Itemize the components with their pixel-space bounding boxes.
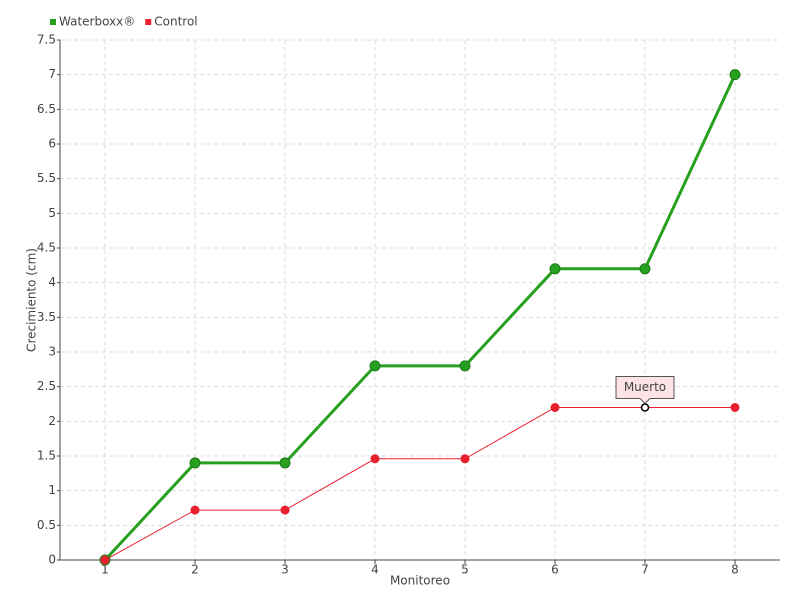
x-tick-label: 4 (371, 563, 379, 577)
data-point (369, 360, 381, 372)
y-tick-label: 4.5 (37, 241, 56, 255)
data-point (280, 505, 290, 515)
y-tick-label: 7.5 (37, 33, 56, 47)
data-point (189, 457, 201, 469)
series-line (104, 406, 735, 561)
legend-label: Waterboxx® (59, 15, 135, 29)
annotation-box (615, 375, 675, 405)
data-point (640, 403, 650, 412)
y-tick-label: 7 (48, 67, 56, 81)
legend-label: Control (154, 15, 197, 29)
data-point (460, 454, 470, 464)
legend-swatch (50, 19, 56, 25)
y-tick-label: 5 (48, 206, 56, 220)
y-tick-label: 3.5 (37, 310, 56, 324)
annotation: Muerto (615, 375, 675, 405)
x-tick-label: 2 (191, 563, 199, 577)
y-tick-label: 4 (48, 275, 56, 289)
x-tick-label: 6 (551, 563, 559, 577)
y-tick-label: 1 (48, 483, 56, 497)
series-line (103, 74, 737, 562)
y-axis-label: Crecimiento (cm) (25, 248, 39, 352)
data-point (279, 457, 291, 469)
data-point (729, 69, 741, 81)
data-point (190, 505, 200, 515)
x-axis-label: Monitoreo (390, 574, 450, 588)
data-point (730, 402, 740, 412)
data-point (100, 555, 110, 565)
data-point (459, 360, 471, 372)
y-tick-label: 1.5 (37, 449, 56, 463)
x-tick-label: 7 (641, 563, 649, 577)
y-tick-label: 0.5 (37, 518, 56, 532)
data-point (550, 402, 560, 412)
y-tick-label: 6.5 (37, 102, 56, 116)
y-tick-label: 2 (48, 414, 56, 428)
x-tick-label: 1 (101, 563, 109, 577)
legend-swatch (145, 19, 152, 25)
data-point (370, 454, 380, 464)
y-tick-label: 6 (48, 137, 56, 151)
y-tick-label: 3 (48, 345, 56, 359)
data-point (639, 263, 651, 275)
y-tick-label: 2.5 (37, 379, 56, 393)
x-tick-label: 8 (731, 563, 739, 577)
y-tick-label: 0 (48, 553, 56, 567)
annotation-text: Muerto (624, 380, 666, 394)
y-tick-label: 5.5 (37, 171, 56, 185)
x-tick-label: 3 (281, 563, 289, 577)
data-point (549, 263, 561, 275)
x-tick-label: 5 (461, 563, 469, 577)
